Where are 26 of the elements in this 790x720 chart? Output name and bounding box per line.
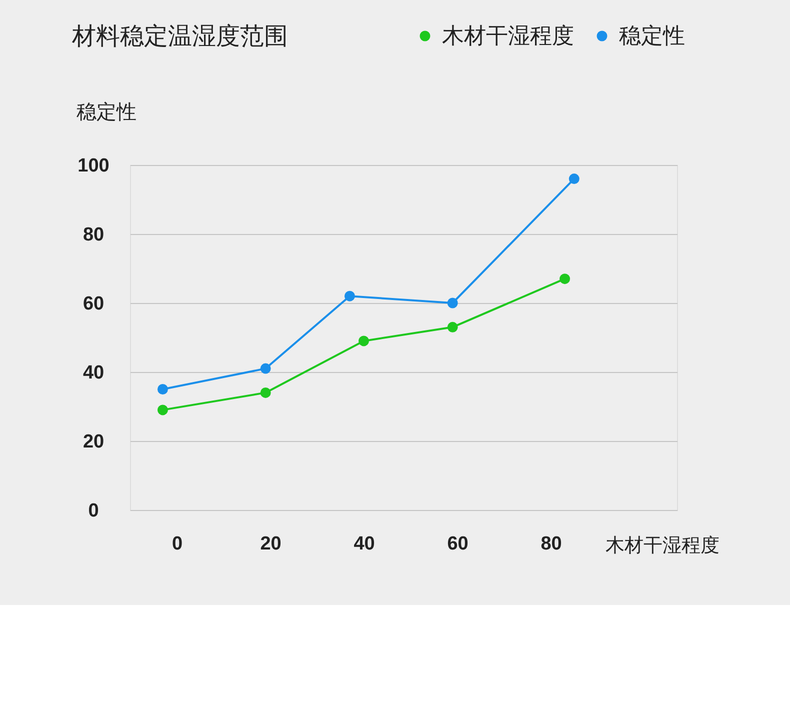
y-tick-label: 20 bbox=[82, 432, 104, 452]
y-tick-label: 0 bbox=[88, 500, 99, 522]
point bbox=[560, 274, 570, 284]
x-tick-label: 60 bbox=[447, 534, 468, 554]
point bbox=[447, 298, 458, 308]
legend-label: 稳定性 bbox=[619, 23, 685, 48]
x-tick-label: 20 bbox=[260, 534, 282, 554]
point bbox=[447, 322, 458, 332]
x-tick-label: 40 bbox=[354, 534, 375, 554]
chart-title: 材料稳定温湿度范围 bbox=[71, 23, 288, 50]
point bbox=[157, 384, 168, 394]
x-tick-label: 0 bbox=[172, 534, 183, 554]
x-axis-title: 木材干湿程度 bbox=[606, 534, 720, 556]
y-tick-label: 80 bbox=[82, 224, 104, 246]
point bbox=[260, 387, 271, 398]
point bbox=[358, 336, 370, 346]
y-axis-title: 稳定性 bbox=[76, 102, 136, 124]
y-tick-label: 60 bbox=[82, 294, 104, 314]
legend-label: 木材干湿程度 bbox=[442, 23, 574, 48]
point bbox=[260, 363, 271, 374]
x-tick-label: 80 bbox=[540, 534, 562, 554]
point bbox=[344, 290, 355, 302]
point bbox=[568, 174, 580, 184]
point bbox=[157, 404, 168, 416]
y-tick-label: 40 bbox=[82, 362, 104, 384]
y-tick-label: 100 bbox=[78, 156, 110, 176]
